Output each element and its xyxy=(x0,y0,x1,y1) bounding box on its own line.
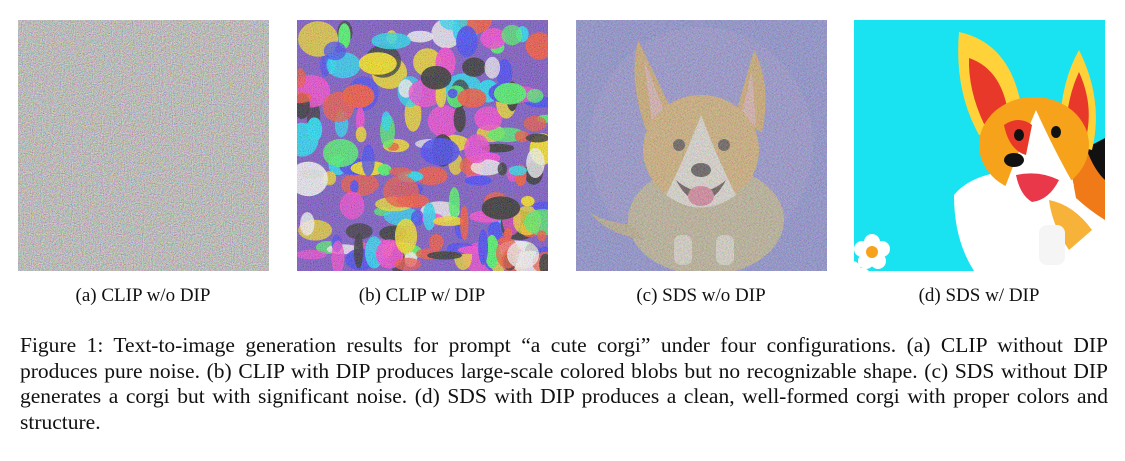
panel-d xyxy=(854,20,1105,271)
sds-without-dip-noisy-corgi-image xyxy=(576,20,827,271)
panel-b xyxy=(297,20,548,271)
figure-caption: Figure 1: Text-to-image generation resul… xyxy=(20,333,1108,434)
panel-a xyxy=(18,20,269,271)
panel-b-label: (b) CLIP w/ DIP xyxy=(358,285,486,306)
panel-c xyxy=(576,20,827,271)
panel-a-label: (a) CLIP w/o DIP xyxy=(75,285,211,306)
clip-without-dip-noise-image xyxy=(18,20,269,271)
clip-with-dip-blobs-image xyxy=(297,20,548,271)
panel-c-label: (c) SDS w/o DIP xyxy=(636,285,766,306)
panel-d-label: (d) SDS w/ DIP xyxy=(918,285,1040,306)
sds-with-dip-clean-corgi-image xyxy=(854,20,1105,271)
